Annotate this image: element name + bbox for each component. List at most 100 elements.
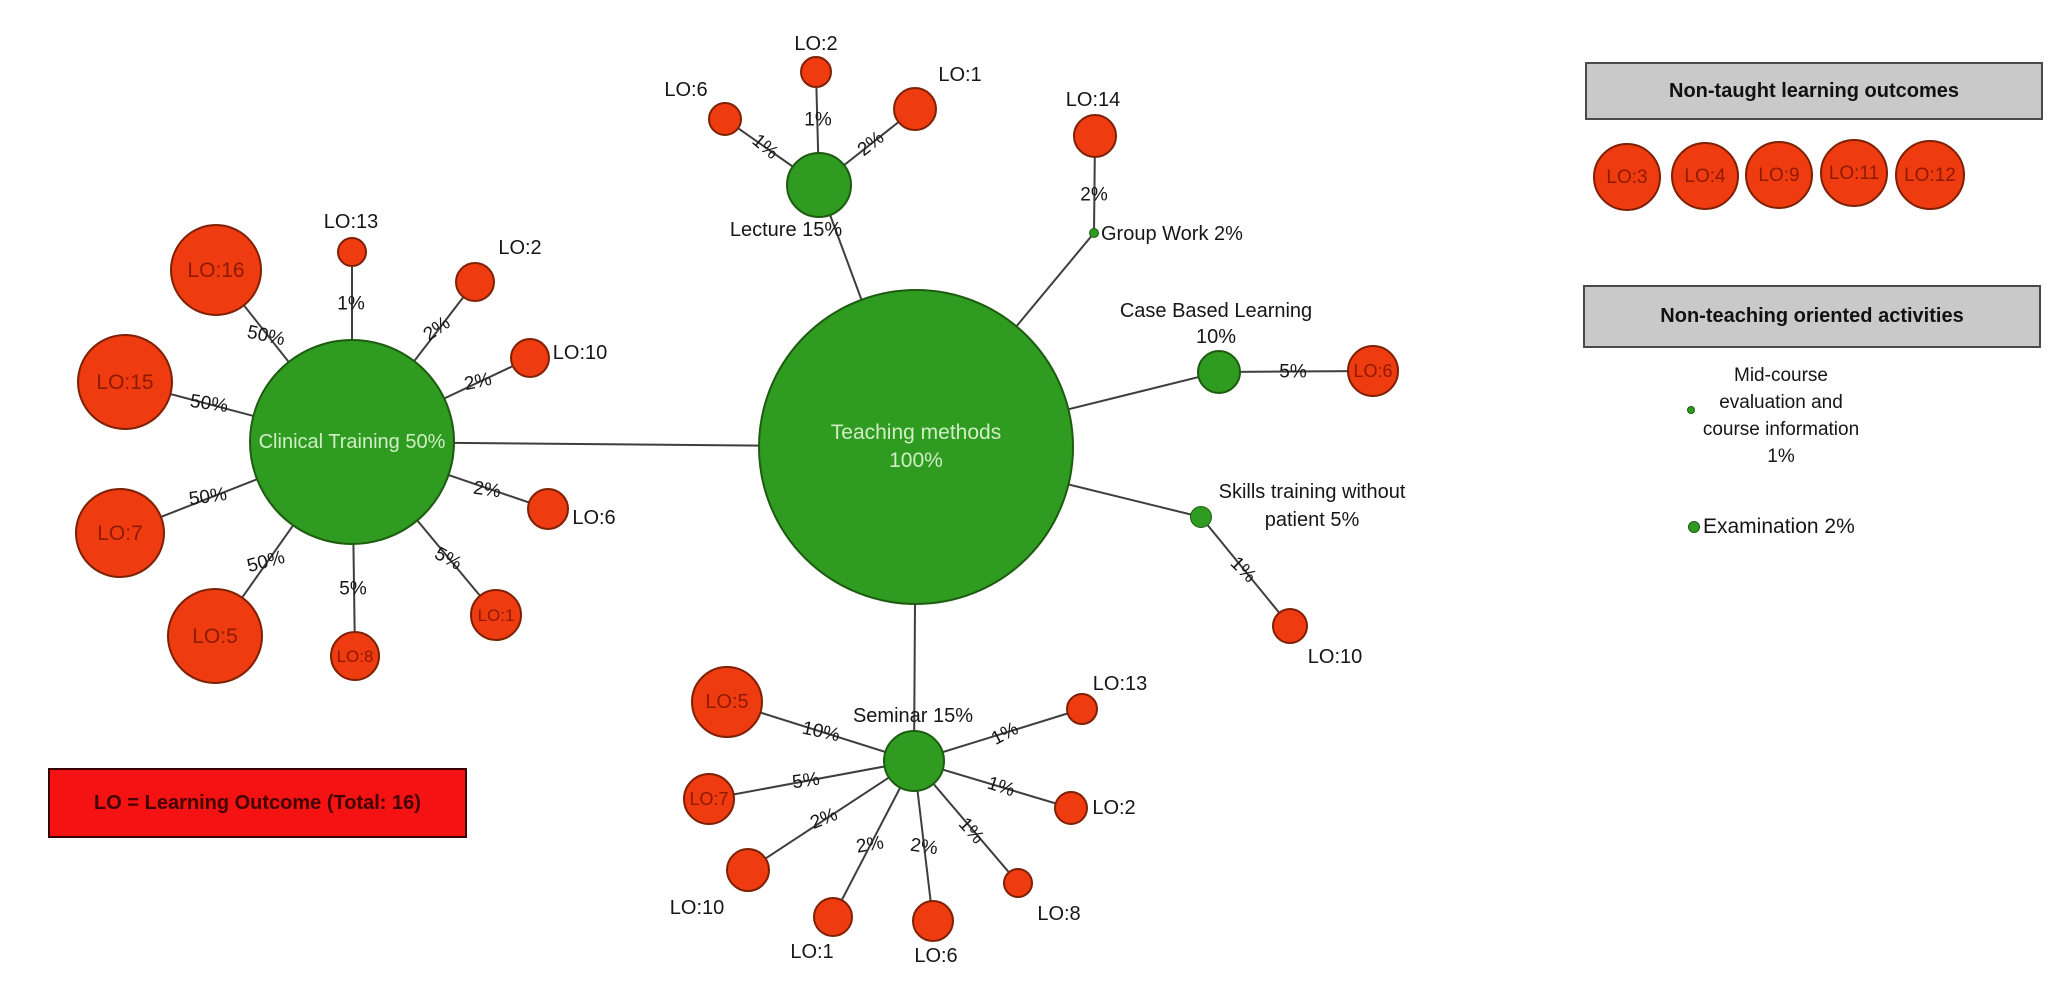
hub-case-based-label-line2: 10%	[1195, 326, 1237, 348]
midcourse-line-3: course information	[1702, 419, 1860, 440]
hub-lecture-label: Lecture 15%	[729, 219, 843, 241]
lo-node-lecture-6	[708, 102, 742, 136]
lo-node-clinical-8: LO:8	[330, 631, 380, 681]
lo-label-clinical-13: LO:13	[323, 211, 379, 233]
lo-label-nontaught-11: LO:11	[1828, 162, 1880, 184]
lo-node-seminar-6	[912, 900, 954, 942]
pct-clinical-lo13: 1%	[337, 293, 365, 315]
lo-node-seminar-5: LO:5	[691, 666, 763, 738]
legend-text: LO = Learning Outcome (Total: 16)	[94, 791, 421, 814]
hub-clinical-training-label: Clinical Training 50%	[258, 430, 446, 453]
lo-label-clinical-8: LO:8	[336, 646, 374, 666]
lo-node-clinical-6	[527, 488, 569, 530]
lo-label-clinical-16: LO:16	[187, 258, 245, 282]
pct-clinical-lo6: 2%	[471, 477, 503, 503]
lo-node-seminar-1	[813, 897, 853, 937]
hub-teaching-methods: Teaching methods 100%	[758, 289, 1074, 605]
hub-clinical-training: Clinical Training 50%	[249, 339, 455, 545]
lo-label-seminar-13: LO:13	[1092, 673, 1148, 695]
lo-label-skills-10: LO:10	[1307, 646, 1363, 668]
midcourse-bullet-dot	[1687, 406, 1695, 414]
lo-label-nontaught-4: LO:4	[1684, 165, 1726, 187]
lo-node-clinical-10	[510, 338, 550, 378]
lo-node-clinical-2	[455, 262, 495, 302]
pct-lecture-lo2: 1%	[804, 109, 832, 131]
pct-groupwork-lo14: 2%	[1080, 184, 1108, 206]
lo-label-clinical-1: LO:1	[477, 605, 515, 625]
non-teaching-header: Non-teaching oriented activities	[1583, 285, 2041, 348]
lo-node-clinical-13	[337, 237, 367, 267]
lo-node-nontaught-11: LO:11	[1820, 139, 1888, 207]
lo-label-seminar-6: LO:6	[914, 945, 958, 967]
non-taught-title: Non-taught learning outcomes	[1669, 79, 1959, 102]
edge-seminar-lo7	[708, 760, 915, 800]
lo-label-lecture-2: LO:2	[794, 33, 838, 55]
lo-node-lecture-1	[893, 87, 937, 131]
hub-case-based-label-line1: Case Based Learning	[1119, 300, 1313, 322]
lo-label-clinical-7: LO:7	[97, 521, 143, 545]
lo-label-casebased-6: LO:6	[1353, 361, 1393, 381]
pct-clinical-lo15: 50%	[188, 390, 230, 418]
lo-label-clinical-15: LO:15	[96, 370, 154, 394]
edge-seminar-lo10	[747, 760, 915, 871]
hub-skills-label-line1: Skills training without	[1218, 481, 1406, 503]
lo-label-lecture-1: LO:1	[938, 64, 982, 86]
midcourse-line-2: evaluation and	[1719, 392, 1843, 413]
lo-node-nontaught-9: LO:9	[1745, 141, 1813, 209]
pct-seminar-lo6: 2%	[908, 834, 940, 860]
lo-node-seminar-13	[1066, 693, 1098, 725]
lo-node-skills-10	[1272, 608, 1308, 644]
hub-skills-label-line2: patient 5%	[1264, 509, 1360, 531]
lo-node-nontaught-12: LO:12	[1895, 140, 1965, 210]
lo-label-seminar-1: LO:1	[790, 941, 834, 963]
non-teaching-title: Non-teaching oriented activities	[1660, 305, 1964, 327]
lo-label-seminar-8: LO:8	[1037, 903, 1081, 925]
lo-label-seminar-10: LO:10	[669, 897, 725, 919]
lo-label-clinical-6: LO:6	[572, 507, 616, 529]
midcourse-line-4: 1%	[1767, 446, 1795, 467]
hub-group-work-label: Group Work 2%	[1101, 223, 1243, 245]
lo-label-clinical-2: LO:2	[498, 237, 542, 259]
lo-node-clinical-15: LO:15	[77, 334, 173, 430]
hub-case-based-learning	[1197, 350, 1241, 394]
lo-label-nontaught-12: LO:12	[1904, 164, 1956, 186]
lo-label-lecture-6: LO:6	[664, 79, 708, 101]
lo-node-casebased-6: LO:6	[1347, 345, 1399, 397]
lo-label-clinical-5: LO:5	[192, 624, 238, 648]
pct-clinical-lo8: 5%	[339, 578, 367, 600]
lo-node-clinical-1: LO:1	[470, 589, 522, 641]
lo-node-clinical-7: LO:7	[75, 488, 165, 578]
lo-node-nontaught-4: LO:4	[1671, 142, 1739, 210]
pct-seminar-lo1: 2%	[854, 832, 886, 858]
midcourse-activity-label: Mid-course evaluation and course informa…	[1640, 362, 1922, 470]
lo-label-clinical-10: LO:10	[552, 342, 608, 364]
hub-seminar	[883, 730, 945, 792]
non-taught-header: Non-taught learning outcomes	[1585, 62, 2043, 120]
lo-node-seminar-10	[726, 848, 770, 892]
lo-node-seminar-8	[1003, 868, 1033, 898]
hub-skills-training	[1190, 506, 1212, 528]
lo-node-lecture-2	[800, 56, 832, 88]
lo-node-nontaught-3: LO:3	[1593, 143, 1661, 211]
hub-lecture	[786, 152, 852, 218]
lo-node-clinical-5: LO:5	[167, 588, 263, 684]
lo-label-seminar-7: LO:7	[689, 789, 729, 809]
examination-bullet-dot	[1688, 521, 1700, 533]
midcourse-line-1: Mid-course	[1734, 365, 1828, 386]
lo-label-groupwork-14: LO:14	[1065, 89, 1121, 111]
legend-box: LO = Learning Outcome (Total: 16)	[48, 768, 467, 838]
hub-teaching-methods-label: Teaching methods 100%	[830, 420, 1002, 472]
lo-label-seminar-2: LO:2	[1092, 797, 1136, 819]
pct-seminar-lo7: 5%	[790, 768, 822, 794]
pct-clinical-lo7: 50%	[187, 483, 229, 511]
lo-node-seminar-7: LO:7	[683, 773, 735, 825]
lo-node-seminar-2	[1054, 791, 1088, 825]
lo-label-nontaught-3: LO:3	[1606, 166, 1648, 188]
edge-skills-lo10	[1200, 516, 1291, 627]
lo-node-groupwork-14	[1073, 114, 1117, 158]
lo-node-clinical-16: LO:16	[170, 224, 262, 316]
lo-label-seminar-5: LO:5	[705, 691, 749, 713]
examination-activity-label: Examination 2%	[1703, 515, 1855, 538]
pct-casebased-lo6: 5%	[1279, 361, 1307, 383]
